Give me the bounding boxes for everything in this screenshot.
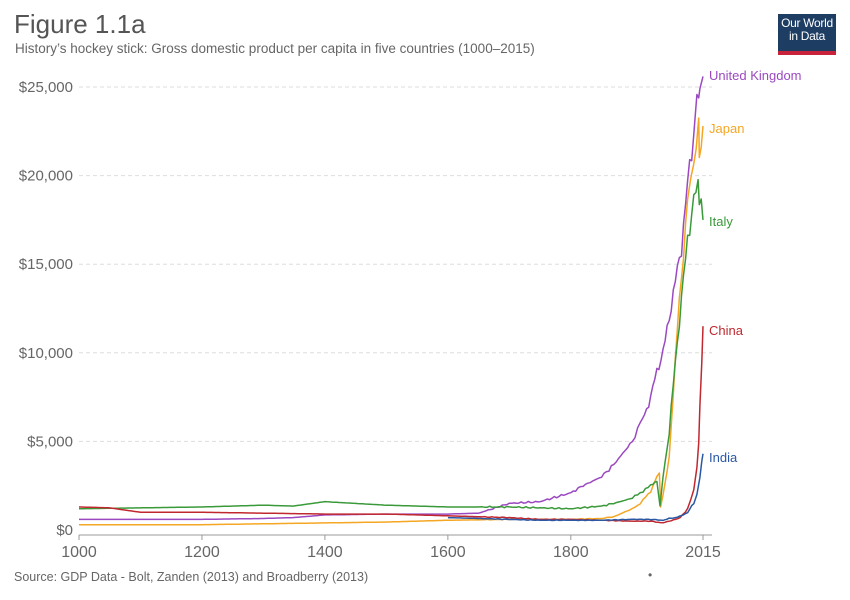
line-chart: $0 $5,000 $10,000 $15,000 $20,000 $25,000 1000… xyxy=(19,68,802,560)
x-tick-label: 1000 xyxy=(61,544,97,560)
x-tick-label: 1200 xyxy=(184,544,220,560)
footnote-marker: • xyxy=(648,568,653,582)
chart-title: Figure 1.1a xyxy=(14,9,146,39)
series-label-united-kingdom: United Kingdom xyxy=(709,68,802,83)
y-tick-label: $0 xyxy=(56,522,73,539)
series-line-japan xyxy=(79,117,704,526)
y-tick-label: $20,000 xyxy=(19,168,73,185)
series-line-italy xyxy=(79,178,704,510)
series-label-japan: Japan xyxy=(709,121,744,136)
series-label-italy: Italy xyxy=(709,214,733,229)
logo-line-2: in Data xyxy=(789,29,825,43)
series-line-china xyxy=(79,326,704,524)
source-note: Source: GDP Data - Bolt, Zanden (2013) a… xyxy=(14,570,369,584)
series-line-india xyxy=(447,453,704,522)
y-tick-label: $25,000 xyxy=(19,79,73,96)
chart-subtitle: History’s hockey stick: Gross domestic p… xyxy=(15,41,535,56)
series-label-india: India xyxy=(709,450,738,465)
y-tick-label: $5,000 xyxy=(27,433,73,450)
y-tick-label: $10,000 xyxy=(19,345,73,362)
x-tick-label: 1600 xyxy=(430,544,466,560)
series-line-united-kingdom xyxy=(79,76,704,521)
x-tick-label: 1400 xyxy=(307,544,343,560)
y-tick-label: $15,000 xyxy=(19,256,73,273)
x-tick-label: 2015 xyxy=(685,544,721,560)
logo-line-1: Our World xyxy=(781,16,833,30)
series-label-china: China xyxy=(709,323,744,338)
x-tick-label: 1800 xyxy=(553,544,589,560)
our-world-in-data-logo[interactable]: Our World in Data xyxy=(778,14,836,55)
